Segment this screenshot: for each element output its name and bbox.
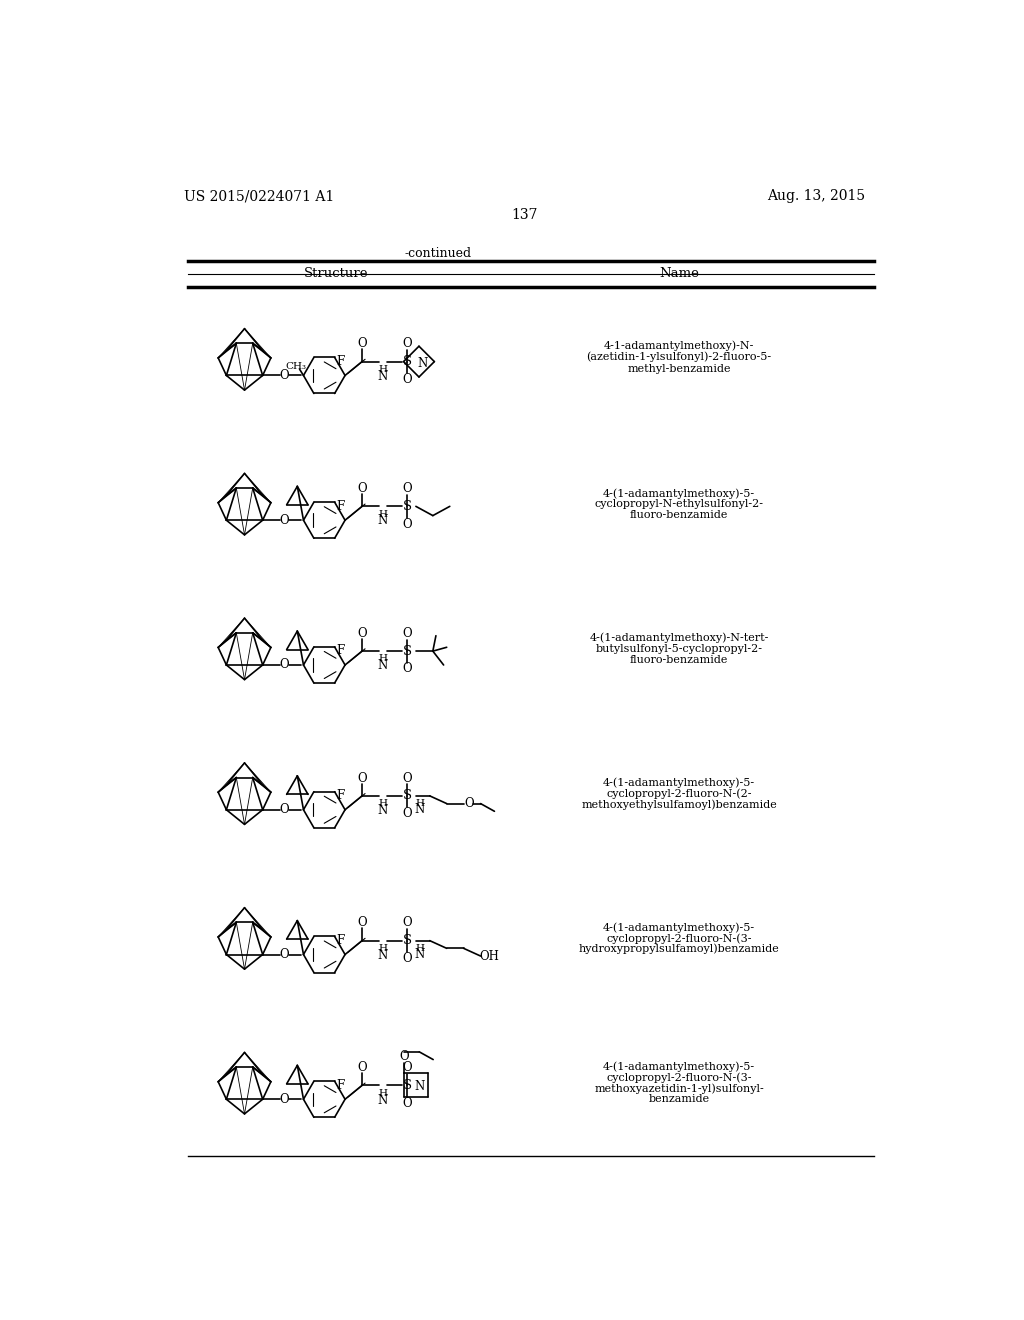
Text: CH₃: CH₃: [286, 362, 306, 371]
Text: hydroxypropylsulfamoyl)benzamide: hydroxypropylsulfamoyl)benzamide: [579, 944, 779, 954]
Text: S: S: [402, 935, 412, 948]
Text: cyclopropyl-N-ethylsulfonyl-2-: cyclopropyl-N-ethylsulfonyl-2-: [595, 499, 764, 510]
Text: O: O: [402, 338, 413, 350]
Text: S: S: [402, 644, 412, 657]
Text: fluoro-benzamide: fluoro-benzamide: [630, 510, 728, 520]
Text: O: O: [402, 663, 413, 676]
Text: methoxyethylsulfamoyl)benzamide: methoxyethylsulfamoyl)benzamide: [582, 799, 777, 809]
Text: O: O: [402, 1097, 413, 1110]
Text: O: O: [402, 482, 413, 495]
Text: benzamide: benzamide: [648, 1094, 710, 1105]
Text: F: F: [337, 499, 345, 512]
Text: 137: 137: [512, 209, 538, 223]
Text: S: S: [402, 355, 412, 368]
Text: cyclopropyl-2-fluoro-N-(3-: cyclopropyl-2-fluoro-N-(3-: [606, 1072, 752, 1084]
Text: methyl-benzamide: methyl-benzamide: [628, 363, 731, 374]
Text: O: O: [357, 1061, 367, 1074]
Text: O: O: [280, 804, 289, 816]
Text: O: O: [280, 370, 289, 381]
Text: cyclopropyl-2-fluoro-N-(2-: cyclopropyl-2-fluoro-N-(2-: [606, 788, 752, 799]
Text: fluoro-benzamide: fluoro-benzamide: [630, 655, 728, 665]
Text: O: O: [280, 659, 289, 672]
Text: O: O: [402, 627, 413, 640]
Text: (azetidin-1-ylsulfonyl)-2-fluoro-5-: (azetidin-1-ylsulfonyl)-2-fluoro-5-: [587, 351, 772, 363]
Text: -continued: -continued: [406, 247, 472, 260]
Text: N: N: [415, 804, 425, 816]
Text: O: O: [402, 916, 413, 929]
Text: H: H: [378, 944, 387, 953]
Text: F: F: [337, 1078, 345, 1092]
Text: Aug. 13, 2015: Aug. 13, 2015: [767, 189, 865, 203]
Text: O: O: [399, 1049, 409, 1063]
Text: N: N: [378, 370, 388, 383]
Text: S: S: [402, 789, 412, 803]
Text: O: O: [402, 772, 413, 784]
Text: F: F: [337, 933, 345, 946]
Text: O: O: [402, 372, 413, 385]
Text: 4-(1-adamantylmethoxy)-5-: 4-(1-adamantylmethoxy)-5-: [603, 777, 756, 788]
Text: O: O: [357, 482, 367, 495]
Text: Name: Name: [659, 268, 699, 280]
Text: H: H: [378, 799, 387, 808]
Text: N: N: [415, 948, 425, 961]
Text: O: O: [357, 772, 367, 784]
Text: O: O: [402, 1061, 413, 1074]
Text: methoxyazetidin-1-yl)sulfonyl-: methoxyazetidin-1-yl)sulfonyl-: [594, 1084, 764, 1094]
Text: 4-(1-adamantylmethoxy)-5-: 4-(1-adamantylmethoxy)-5-: [603, 1061, 756, 1072]
Text: O: O: [357, 916, 367, 929]
Text: O: O: [280, 1093, 289, 1106]
Text: F: F: [337, 355, 345, 368]
Text: H: H: [378, 364, 387, 374]
Text: 4-(1-adamantylmethoxy)-5-: 4-(1-adamantylmethoxy)-5-: [603, 488, 756, 499]
Text: O: O: [357, 338, 367, 350]
Text: 4-1-adamantylmethoxy)-N-: 4-1-adamantylmethoxy)-N-: [604, 341, 755, 351]
Text: N: N: [378, 515, 388, 528]
Text: 4-(1-adamantylmethoxy)-5-: 4-(1-adamantylmethoxy)-5-: [603, 923, 756, 933]
Text: O: O: [464, 797, 474, 810]
Text: OH: OH: [480, 949, 500, 962]
Text: butylsulfonyl-5-cyclopropyl-2-: butylsulfonyl-5-cyclopropyl-2-: [596, 644, 763, 653]
Text: N: N: [417, 356, 427, 370]
Text: F: F: [337, 789, 345, 803]
Text: O: O: [402, 807, 413, 820]
Text: N: N: [378, 659, 388, 672]
Text: S: S: [402, 500, 412, 513]
Text: N: N: [415, 1081, 425, 1093]
Text: H: H: [378, 655, 387, 664]
Text: Structure: Structure: [304, 268, 369, 280]
Text: H: H: [416, 799, 424, 808]
Text: O: O: [402, 952, 413, 965]
Text: cyclopropyl-2-fluoro-N-(3-: cyclopropyl-2-fluoro-N-(3-: [606, 933, 752, 944]
Text: O: O: [280, 513, 289, 527]
Text: F: F: [337, 644, 345, 657]
Text: O: O: [357, 627, 367, 640]
Text: O: O: [402, 517, 413, 531]
Text: H: H: [378, 510, 387, 519]
Text: N: N: [378, 1093, 388, 1106]
Text: 4-(1-adamantylmethoxy)-N-tert-: 4-(1-adamantylmethoxy)-N-tert-: [590, 632, 769, 643]
Text: N: N: [378, 949, 388, 962]
Text: S: S: [402, 1078, 412, 1092]
Text: O: O: [280, 948, 289, 961]
Text: US 2015/0224071 A1: US 2015/0224071 A1: [184, 189, 335, 203]
Text: H: H: [416, 944, 424, 953]
Text: H: H: [378, 1089, 387, 1098]
Text: N: N: [378, 804, 388, 817]
